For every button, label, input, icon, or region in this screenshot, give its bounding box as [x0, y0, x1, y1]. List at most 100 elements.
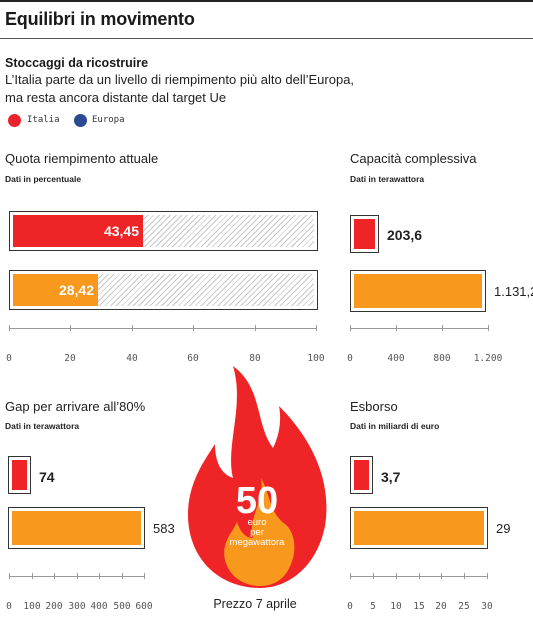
axis-tick-label: 25: [458, 601, 470, 612]
legend-swatch-italia: [8, 114, 21, 127]
panel-title-capacita: Capacità complessiva: [350, 151, 477, 166]
bar-frame-esborso-italia: [350, 456, 373, 494]
bar-frame-gap-italia: [8, 456, 31, 494]
axis-tick-label: 100: [23, 601, 41, 612]
axis-tick-label: 800: [433, 353, 451, 364]
axis-tick-label: 200: [45, 601, 63, 612]
page-title: Equilibri in movimento: [5, 9, 195, 29]
bar-track-quota-europa: 28,42: [13, 274, 314, 306]
axis-tick: [193, 325, 194, 331]
bar-frame-quota-europa: 28,42: [9, 270, 318, 310]
value-label-gap-italia: 74: [39, 469, 55, 485]
flame-unit: euro per megawattora: [197, 518, 317, 548]
axis-tick-label: 0: [347, 601, 353, 612]
legend-label-europa: Europa: [92, 115, 125, 125]
axis-tick: [70, 325, 71, 331]
panel-unit-quota: Dati in percentuale: [5, 174, 82, 184]
bar-frame-capacita-europa: [350, 270, 486, 312]
axis-tick-label: 600: [135, 601, 153, 612]
axis-tick: [373, 573, 374, 579]
bar-frame-capacita-italia: [350, 215, 379, 253]
axis-tick: [122, 573, 123, 579]
top-rule: [0, 0, 533, 2]
bar-esborso-europa: [354, 511, 484, 545]
axis-line: [9, 328, 316, 329]
value-label-esborso-europa: 29: [496, 521, 511, 536]
axis-tick-label: 20: [435, 601, 447, 612]
axis-tick: [99, 573, 100, 579]
axis-tick-label: 5: [370, 601, 376, 612]
axis-tick: [396, 573, 397, 579]
bar-gap-europa: [12, 511, 141, 545]
chart-subtitle: Stoccaggi da ricostruire: [5, 56, 149, 70]
bar-quota-europa: 28,42: [13, 274, 98, 306]
panel-title-gap: Gap per arrivare all’80%: [5, 399, 146, 414]
bar-frame-gap-europa: [8, 507, 145, 549]
axis-tick-label: 0: [6, 353, 12, 364]
panel-unit-esborso: Dati in miliardi di euro: [350, 421, 440, 431]
axis-tick: [9, 573, 10, 579]
panel-unit-gap: Dati in terawattora: [5, 421, 80, 431]
title-divider: [0, 38, 533, 39]
bar-frame-esborso-europa: [350, 507, 488, 549]
axis-tick-label: 100: [307, 353, 325, 364]
bar-esborso-italia: [354, 460, 369, 490]
bar-quota-italia: 43,45: [13, 215, 143, 247]
axis-esborso: 0 5 10 15 20 25 30: [347, 573, 493, 613]
axis-gap: 0 100 200 300 400 500 600: [6, 573, 153, 613]
panel-title-quota: Quota riempimento attuale: [5, 151, 159, 166]
value-label-esborso-italia: 3,7: [381, 469, 401, 485]
bar-gap-italia: [12, 460, 27, 490]
flame-value: 50: [235, 480, 279, 522]
axis-tick: [144, 573, 145, 579]
axis-tick-label: 60: [187, 353, 199, 364]
axis-tick: [419, 573, 420, 579]
axis-capacita: 0 400 800 1.200: [347, 325, 502, 365]
axis-tick: [9, 325, 10, 331]
axis-tick-label: 500: [113, 601, 131, 612]
axis-tick-label: 80: [249, 353, 261, 364]
bar-track-quota-italia: 43,45: [13, 215, 314, 247]
axis-line: [350, 576, 487, 577]
axis-tick: [32, 573, 33, 579]
axis-tick-label: 0: [6, 601, 12, 612]
axis-tick: [396, 325, 397, 331]
axis-tick: [255, 325, 256, 331]
description-line-2: ma resta ancora distante dal target Ue: [5, 90, 227, 105]
axis-tick-label: 300: [68, 601, 86, 612]
panel-unit-capacita: Dati in terawattora: [350, 174, 425, 184]
axis-tick: [442, 325, 443, 331]
description-line-1: L’Italia parte da un livello di riempime…: [5, 72, 355, 87]
axis-tick: [350, 573, 351, 579]
axis-tick-label: 400: [90, 601, 108, 612]
flame-caption: Prezzo 7 aprile: [213, 597, 297, 611]
value-label-gap-europa: 583: [153, 521, 175, 536]
flame-icon: [187, 366, 327, 588]
axis-tick: [316, 325, 317, 331]
axis-quota: 0 20 40 60 80 100: [6, 325, 325, 365]
axis-tick: [464, 573, 465, 579]
axis-line: [9, 576, 144, 577]
axis-tick: [132, 325, 133, 331]
axis-tick-label: 40: [126, 353, 138, 364]
axis-tick-label: 10: [390, 601, 402, 612]
axis-tick: [487, 573, 488, 579]
bar-label-quota-italia: 43,45: [103, 223, 139, 239]
flame-unit-line-2: per: [250, 527, 264, 538]
bar-frame-quota-italia: 43,45: [9, 211, 318, 251]
axis-tick: [54, 573, 55, 579]
axis-tick-label: 20: [64, 353, 76, 364]
axis-tick-label: 1.200: [473, 353, 503, 364]
axis-tick: [350, 325, 351, 331]
bar-capacita-europa: [354, 274, 482, 308]
value-label-capacita-italia: 203,6: [387, 227, 423, 243]
axis-tick-label: 15: [413, 601, 425, 612]
axis-tick: [488, 325, 489, 331]
axis-tick-label: 0: [347, 353, 353, 364]
value-label-capacita-europa: 1.131,2: [494, 284, 533, 299]
legend-label-italia: Italia: [27, 115, 60, 125]
bar-capacita-italia: [354, 219, 375, 249]
legend-swatch-europa: [74, 114, 87, 127]
axis-line: [350, 328, 488, 329]
axis-tick: [77, 573, 78, 579]
